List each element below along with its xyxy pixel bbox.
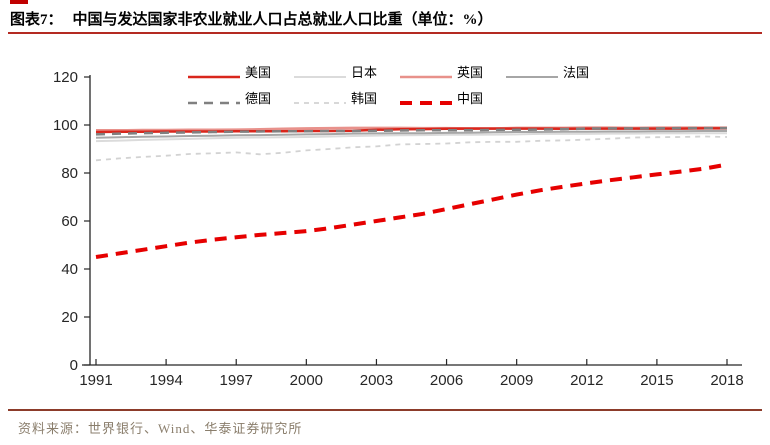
- legend-label-germany: 德国: [245, 91, 272, 106]
- x-tick-label: 2003: [360, 372, 393, 389]
- legend-label-france: 法国: [563, 65, 590, 80]
- y-tick-label: 20: [61, 309, 78, 326]
- legend-item-us: 美国: [188, 62, 274, 81]
- legend-line-icon: [188, 68, 240, 78]
- legend-label-uk: 英国: [457, 65, 484, 80]
- x-tick-label: 2012: [570, 372, 603, 389]
- legend-label-us: 美国: [245, 65, 272, 80]
- series-line-korea: [95, 135, 728, 162]
- legend-item-france: 法国: [506, 62, 592, 81]
- x-tick-label: 2006: [430, 372, 463, 389]
- legend-label-japan: 日本: [351, 65, 378, 80]
- legend-line-icon: [294, 94, 346, 104]
- y-tick-label: 0: [70, 357, 78, 374]
- legend-line-icon: [506, 68, 558, 78]
- legend-item-uk: 英国: [400, 62, 486, 81]
- y-tick-label: 80: [61, 165, 78, 182]
- chart-legend: 美国 日本 英国 法国德国 韩国 中国: [188, 62, 618, 107]
- series-line-china: [95, 162, 728, 259]
- chart-title: 图表7： 中国与发达国家非农业就业人口占总就业人口比重（单位：%）: [10, 8, 493, 29]
- chart-title-text: 中国与发达国家非农业就业人口占总就业人口比重（单位：%）: [72, 12, 493, 28]
- series-line-us: [95, 127, 727, 134]
- x-tick-label: 2018: [710, 372, 743, 389]
- title-divider: [8, 32, 762, 34]
- page-corner-mark: [10, 0, 28, 4]
- series-line-japan: [95, 132, 727, 143]
- y-tick-label: 40: [61, 261, 78, 278]
- legend-item-china: 中国: [400, 88, 486, 107]
- legend-label-china: 中国: [457, 91, 484, 106]
- legend-row: 美国 日本 英国 法国: [188, 62, 618, 81]
- legend-item-korea: 韩国: [294, 88, 380, 107]
- legend-line-icon: [400, 94, 452, 105]
- x-tick-label: 1997: [220, 372, 253, 389]
- y-tick-label: 120: [53, 69, 78, 86]
- legend-label-korea: 韩国: [351, 91, 378, 106]
- line-chart: 0 20 40 60 80 100 120 1991 1994 1997 2000 2003 2006 2…: [53, 69, 744, 389]
- legend-line-icon: [188, 94, 240, 104]
- legend-line-icon: [294, 68, 346, 78]
- legend-row: 德国 韩国 中国: [188, 88, 618, 107]
- series-line-france: [95, 130, 727, 139]
- footer-divider: [8, 409, 762, 411]
- y-tick-label: 60: [61, 213, 78, 230]
- source-note: 资料来源：世界银行、Wind、华泰证券研究所: [18, 421, 303, 436]
- x-tick-label: 2000: [290, 372, 323, 389]
- y-tick-label: 100: [53, 117, 78, 134]
- x-tick-label: 1994: [149, 372, 182, 389]
- x-tick-label: 1991: [79, 372, 112, 389]
- x-tick-label: 2009: [500, 372, 533, 389]
- x-tick-label: 2015: [640, 372, 673, 389]
- figure-number-label: 图表7：: [10, 12, 63, 28]
- legend-item-germany: 德国: [188, 88, 274, 107]
- legend-line-icon: [400, 68, 452, 78]
- legend-item-japan: 日本: [294, 62, 380, 81]
